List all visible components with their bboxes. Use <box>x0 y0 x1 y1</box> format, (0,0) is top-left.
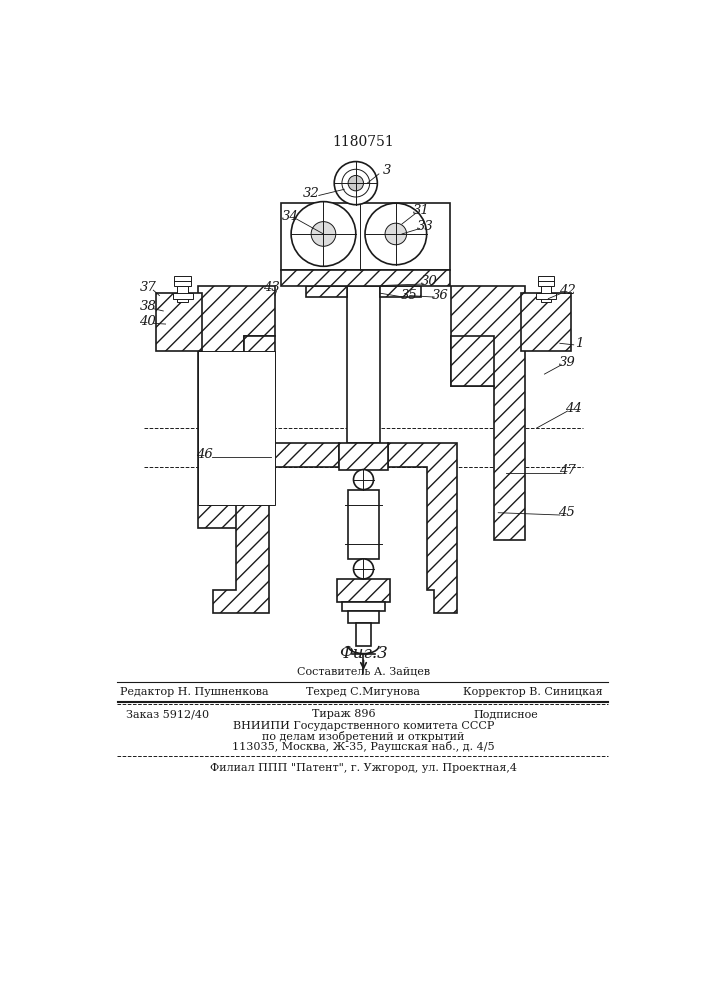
Polygon shape <box>244 336 275 386</box>
Text: 39: 39 <box>559 356 576 369</box>
Text: Тираж 896: Тираж 896 <box>312 709 376 719</box>
Text: 1180751: 1180751 <box>332 135 395 149</box>
Circle shape <box>354 470 373 490</box>
Circle shape <box>385 223 407 245</box>
Bar <box>339 443 388 470</box>
Text: 38: 38 <box>139 300 156 313</box>
Bar <box>536 293 556 299</box>
Polygon shape <box>198 286 275 528</box>
Bar <box>537 276 554 286</box>
Text: 32: 32 <box>303 187 320 200</box>
Bar <box>541 286 551 302</box>
Circle shape <box>334 162 378 205</box>
Text: 30: 30 <box>421 275 438 288</box>
Circle shape <box>342 169 370 197</box>
Polygon shape <box>305 286 346 297</box>
Text: 3: 3 <box>382 164 391 177</box>
Circle shape <box>365 203 426 265</box>
Bar <box>198 351 275 505</box>
Circle shape <box>291 202 356 266</box>
Text: 36: 36 <box>432 289 449 302</box>
Text: Редактор Н. Пушненкова: Редактор Н. Пушненкова <box>119 687 269 697</box>
Bar <box>356 623 371 646</box>
Polygon shape <box>450 286 525 540</box>
Bar <box>342 602 385 611</box>
Bar <box>177 286 188 302</box>
Bar <box>521 293 571 351</box>
Text: 35: 35 <box>402 289 418 302</box>
Circle shape <box>311 222 336 246</box>
Text: 45: 45 <box>558 506 574 519</box>
Polygon shape <box>388 443 457 613</box>
Bar <box>281 270 450 286</box>
Bar <box>281 203 450 270</box>
Text: 44: 44 <box>566 402 582 415</box>
Bar <box>173 293 192 299</box>
Bar <box>337 579 390 602</box>
Polygon shape <box>450 336 494 386</box>
Text: Составитель А. Зайцев: Составитель А. Зайцев <box>297 666 430 676</box>
Text: 113035, Москва, Ж-35, Раушская наб., д. 4/5: 113035, Москва, Ж-35, Раушская наб., д. … <box>232 741 495 752</box>
Circle shape <box>354 559 373 579</box>
Bar <box>348 490 379 559</box>
Bar <box>348 611 379 623</box>
Bar <box>156 293 201 351</box>
Text: ВНИИПИ Государственного комитета СССР: ВНИИПИ Государственного комитета СССР <box>233 721 494 731</box>
Polygon shape <box>214 443 339 613</box>
Text: Фиг.3: Фиг.3 <box>339 645 388 662</box>
Bar <box>346 286 380 443</box>
Text: Корректор В. Синицкая: Корректор В. Синицкая <box>463 687 602 697</box>
Text: 31: 31 <box>413 204 430 217</box>
Text: 47: 47 <box>559 464 576 477</box>
Polygon shape <box>380 286 421 297</box>
Circle shape <box>348 175 363 191</box>
Text: 1: 1 <box>575 337 583 350</box>
Text: Подписное: Подписное <box>474 709 538 719</box>
Text: Заказ 5912/40: Заказ 5912/40 <box>126 709 209 719</box>
Text: Филиал ППП "Патент", г. Ужгород, ул. Проектная,4: Филиал ППП "Патент", г. Ужгород, ул. Про… <box>210 763 517 773</box>
Text: 34: 34 <box>282 210 299 223</box>
Text: по делам изобретений и открытий: по делам изобретений и открытий <box>262 730 464 742</box>
Text: 37: 37 <box>139 281 156 294</box>
Text: 43: 43 <box>263 281 279 294</box>
Text: 40: 40 <box>139 315 156 328</box>
Text: Техред С.Мигунова: Техред С.Мигунова <box>307 687 421 697</box>
Text: 46: 46 <box>196 448 213 461</box>
Bar <box>174 276 191 286</box>
Text: 42: 42 <box>559 284 576 297</box>
Text: 33: 33 <box>416 220 433 233</box>
